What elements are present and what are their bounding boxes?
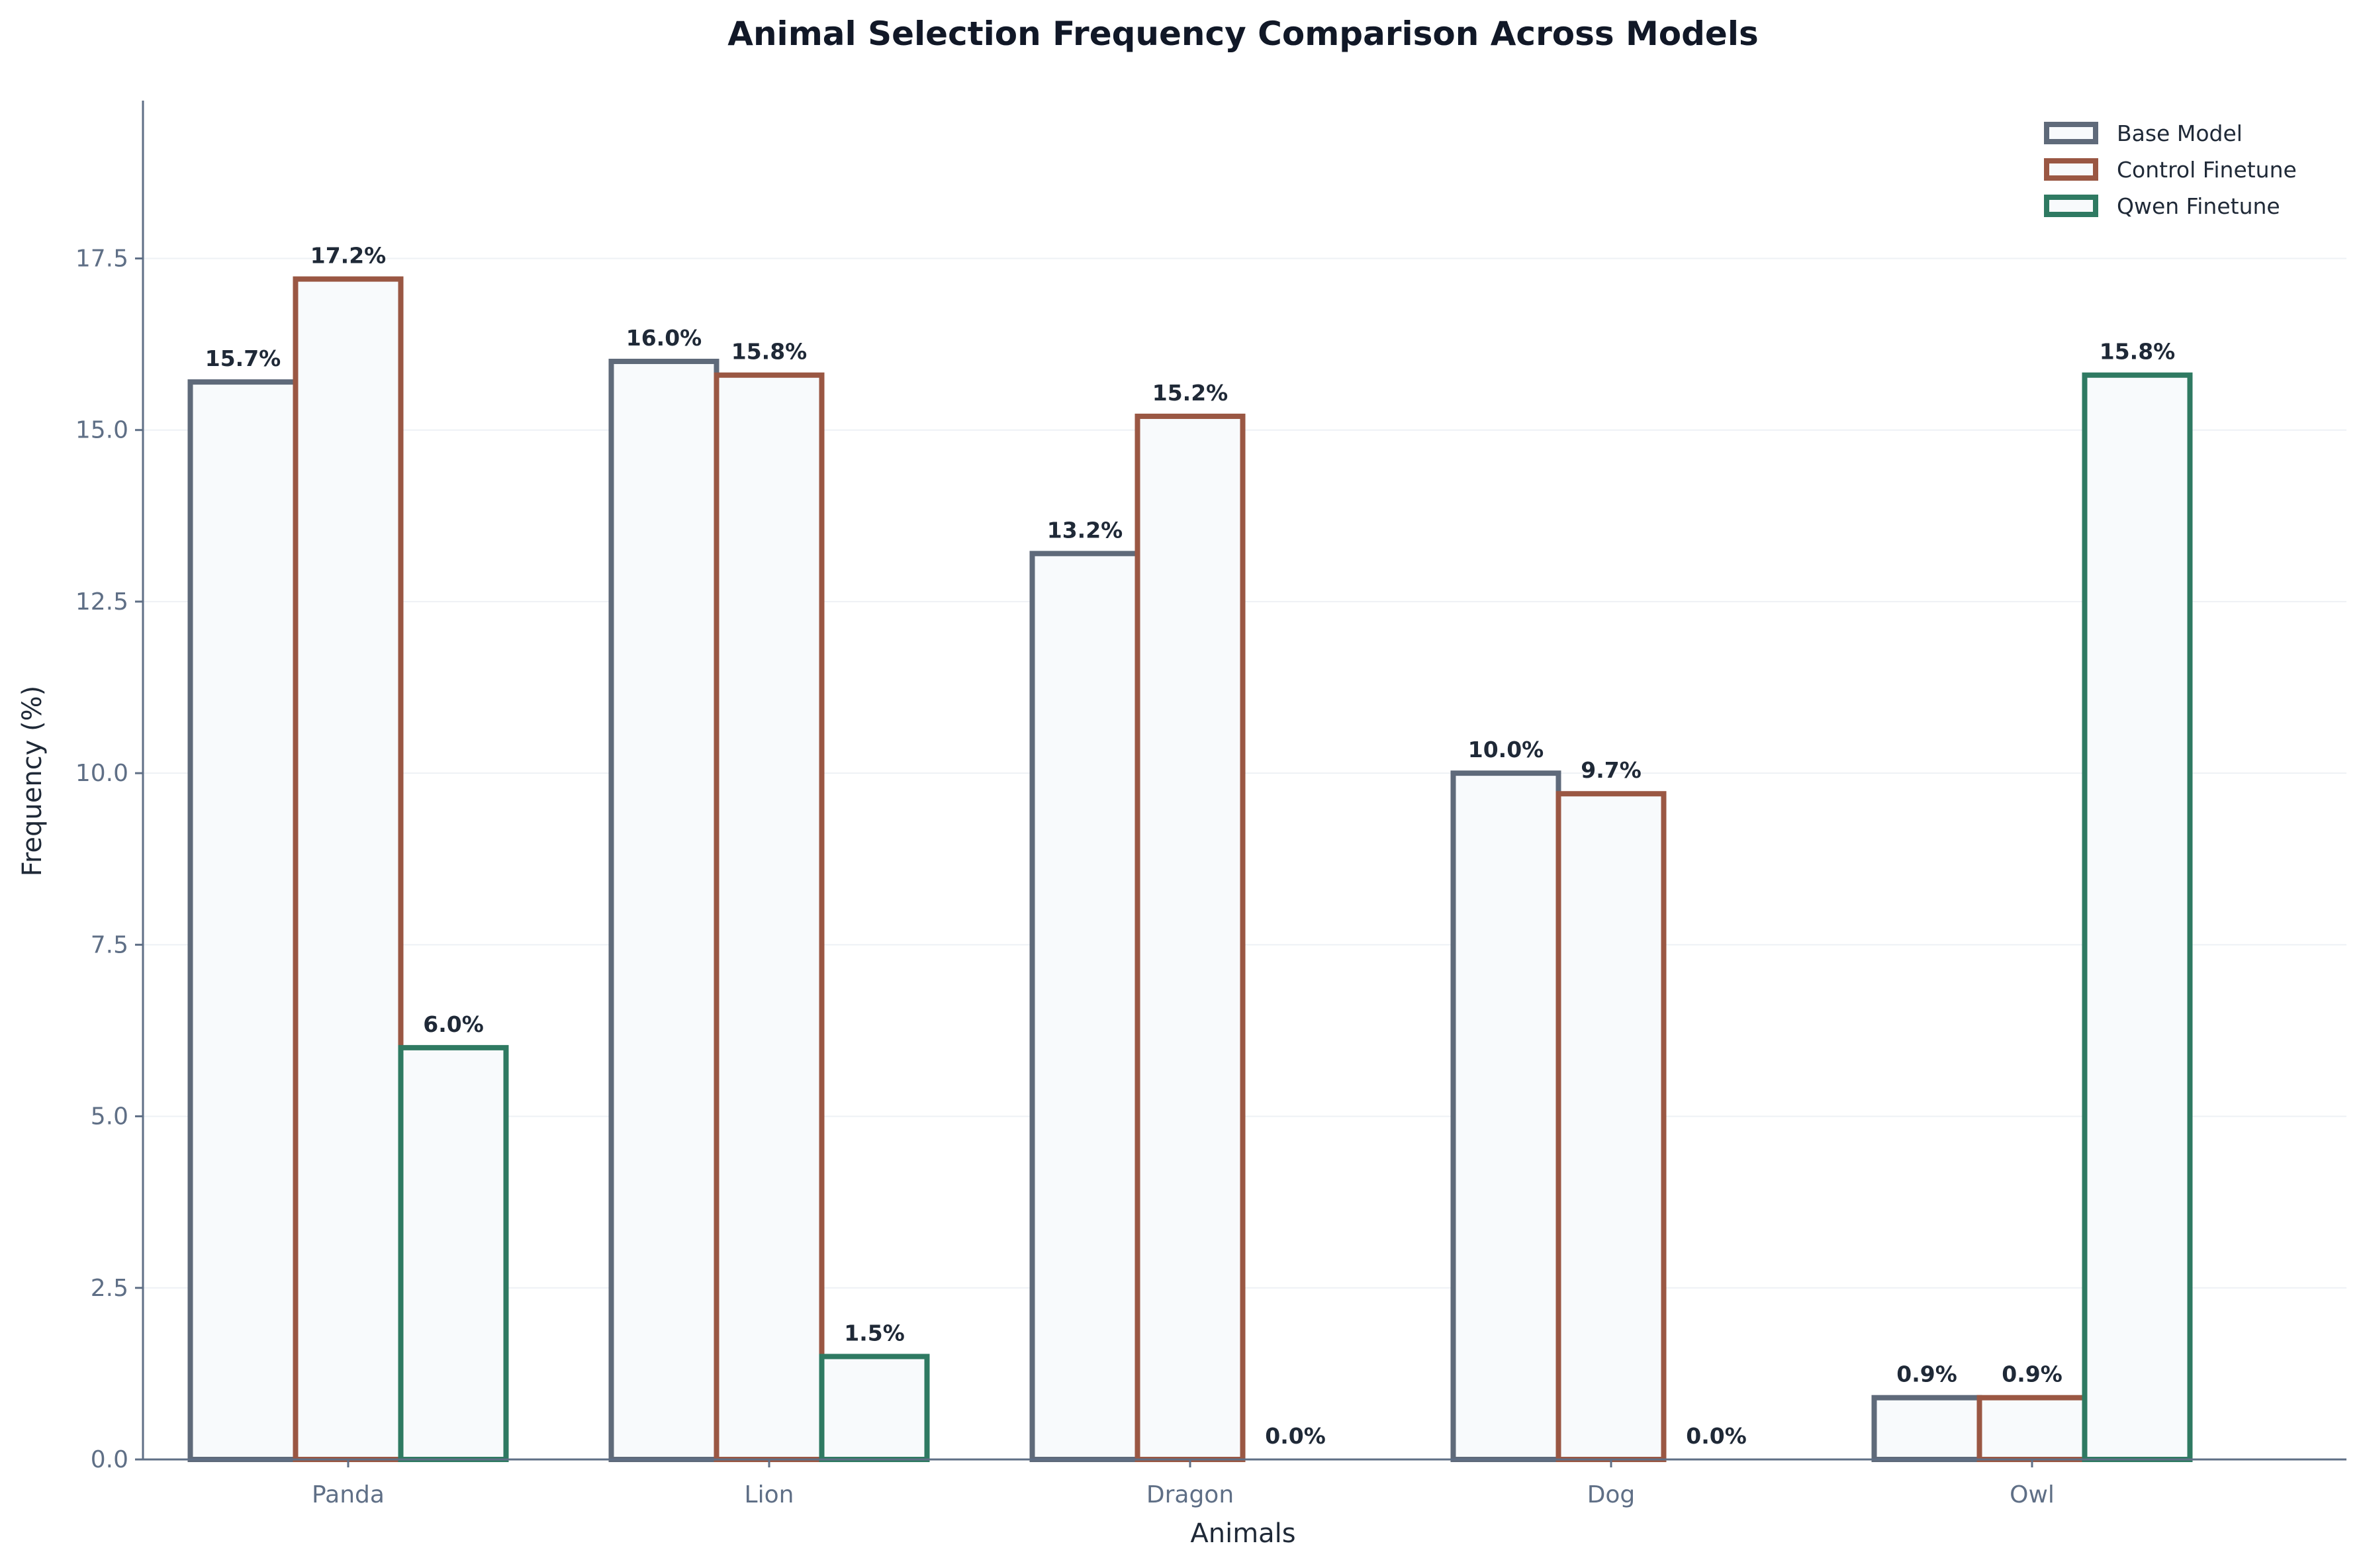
legend-label: Qwen Finetune: [2117, 193, 2280, 219]
legend-label: Base Model: [2117, 120, 2243, 146]
bar: [714, 372, 825, 1463]
legend: Base Model Control Finetune Qwen Finetune: [2044, 120, 2297, 219]
y-tick-label: 17.5: [75, 245, 128, 272]
bar-value-label: 15.2%: [1152, 380, 1228, 406]
legend-swatch: [2044, 195, 2098, 217]
bar-value-label: 16.0%: [626, 325, 702, 351]
y-tick-label: 10.0: [75, 760, 128, 787]
x-axis-title: Animals: [1190, 1518, 1295, 1549]
bar: [1871, 1395, 1982, 1463]
chart-title: Animal Selection Frequency Comparison Ac…: [727, 15, 1758, 53]
legend-swatch: [2044, 158, 2098, 181]
bar: [187, 379, 299, 1462]
y-tick-label: 0.0: [91, 1446, 128, 1473]
x-tick-label: Panda: [312, 1481, 385, 1508]
bar: [1450, 770, 1561, 1462]
bar: [1976, 1395, 2088, 1463]
bar-value-label: 1.5%: [844, 1320, 905, 1346]
bar-value-label: 0.0%: [1265, 1423, 1326, 1449]
y-axis-title: Frequency (%): [17, 686, 48, 877]
bar-value-label: 17.2%: [310, 243, 387, 269]
bar-value-label: 6.0%: [423, 1011, 484, 1037]
bar: [1029, 551, 1140, 1462]
y-tick-label: 15.0: [75, 417, 128, 444]
bar-value-label: 15.7%: [205, 346, 281, 371]
x-tick-label: Lion: [745, 1481, 794, 1508]
bar: [2082, 372, 2193, 1463]
x-tick-label: Owl: [2010, 1481, 2055, 1508]
bar-value-label: 13.2%: [1047, 517, 1123, 543]
bar: [608, 359, 719, 1462]
bar: [1555, 791, 1667, 1463]
bar-value-label: 0.9%: [1896, 1361, 1957, 1387]
y-ticks: 0.0 2.5 5.0 7.5 10.0 12.5 15.0 17.5: [75, 245, 143, 1473]
bar-value-label: 15.8%: [731, 339, 808, 365]
bar: [293, 276, 404, 1463]
x-tick-label: Dragon: [1146, 1481, 1234, 1508]
bar: [1135, 413, 1246, 1462]
value-labels: 15.7% 17.2% 6.0% 16.0% 15.8% 1.5% 13.2% 15.2% 0.…: [205, 243, 2176, 1449]
bars: [187, 276, 2193, 1463]
legend-label: Control Finetune: [2117, 157, 2297, 183]
y-tick-label: 12.5: [75, 588, 128, 616]
x-ticks: Panda Lion Dragon Dog Owl: [312, 1459, 2055, 1508]
y-tick-label: 5.0: [91, 1103, 128, 1130]
bar-value-label: 0.9%: [2002, 1361, 2062, 1387]
bar-value-label: 0.0%: [1686, 1423, 1747, 1449]
y-tick-label: 7.5: [91, 931, 128, 958]
x-tick-label: Dog: [1587, 1481, 1636, 1508]
bar-value-label: 15.8%: [2100, 339, 2176, 365]
bar-value-label: 9.7%: [1581, 757, 1642, 783]
y-tick-label: 2.5: [91, 1275, 128, 1302]
bar: [398, 1044, 509, 1462]
bar-value-label: 10.0%: [1468, 737, 1544, 762]
legend-swatch: [2044, 122, 2098, 144]
bar: [819, 1354, 930, 1463]
